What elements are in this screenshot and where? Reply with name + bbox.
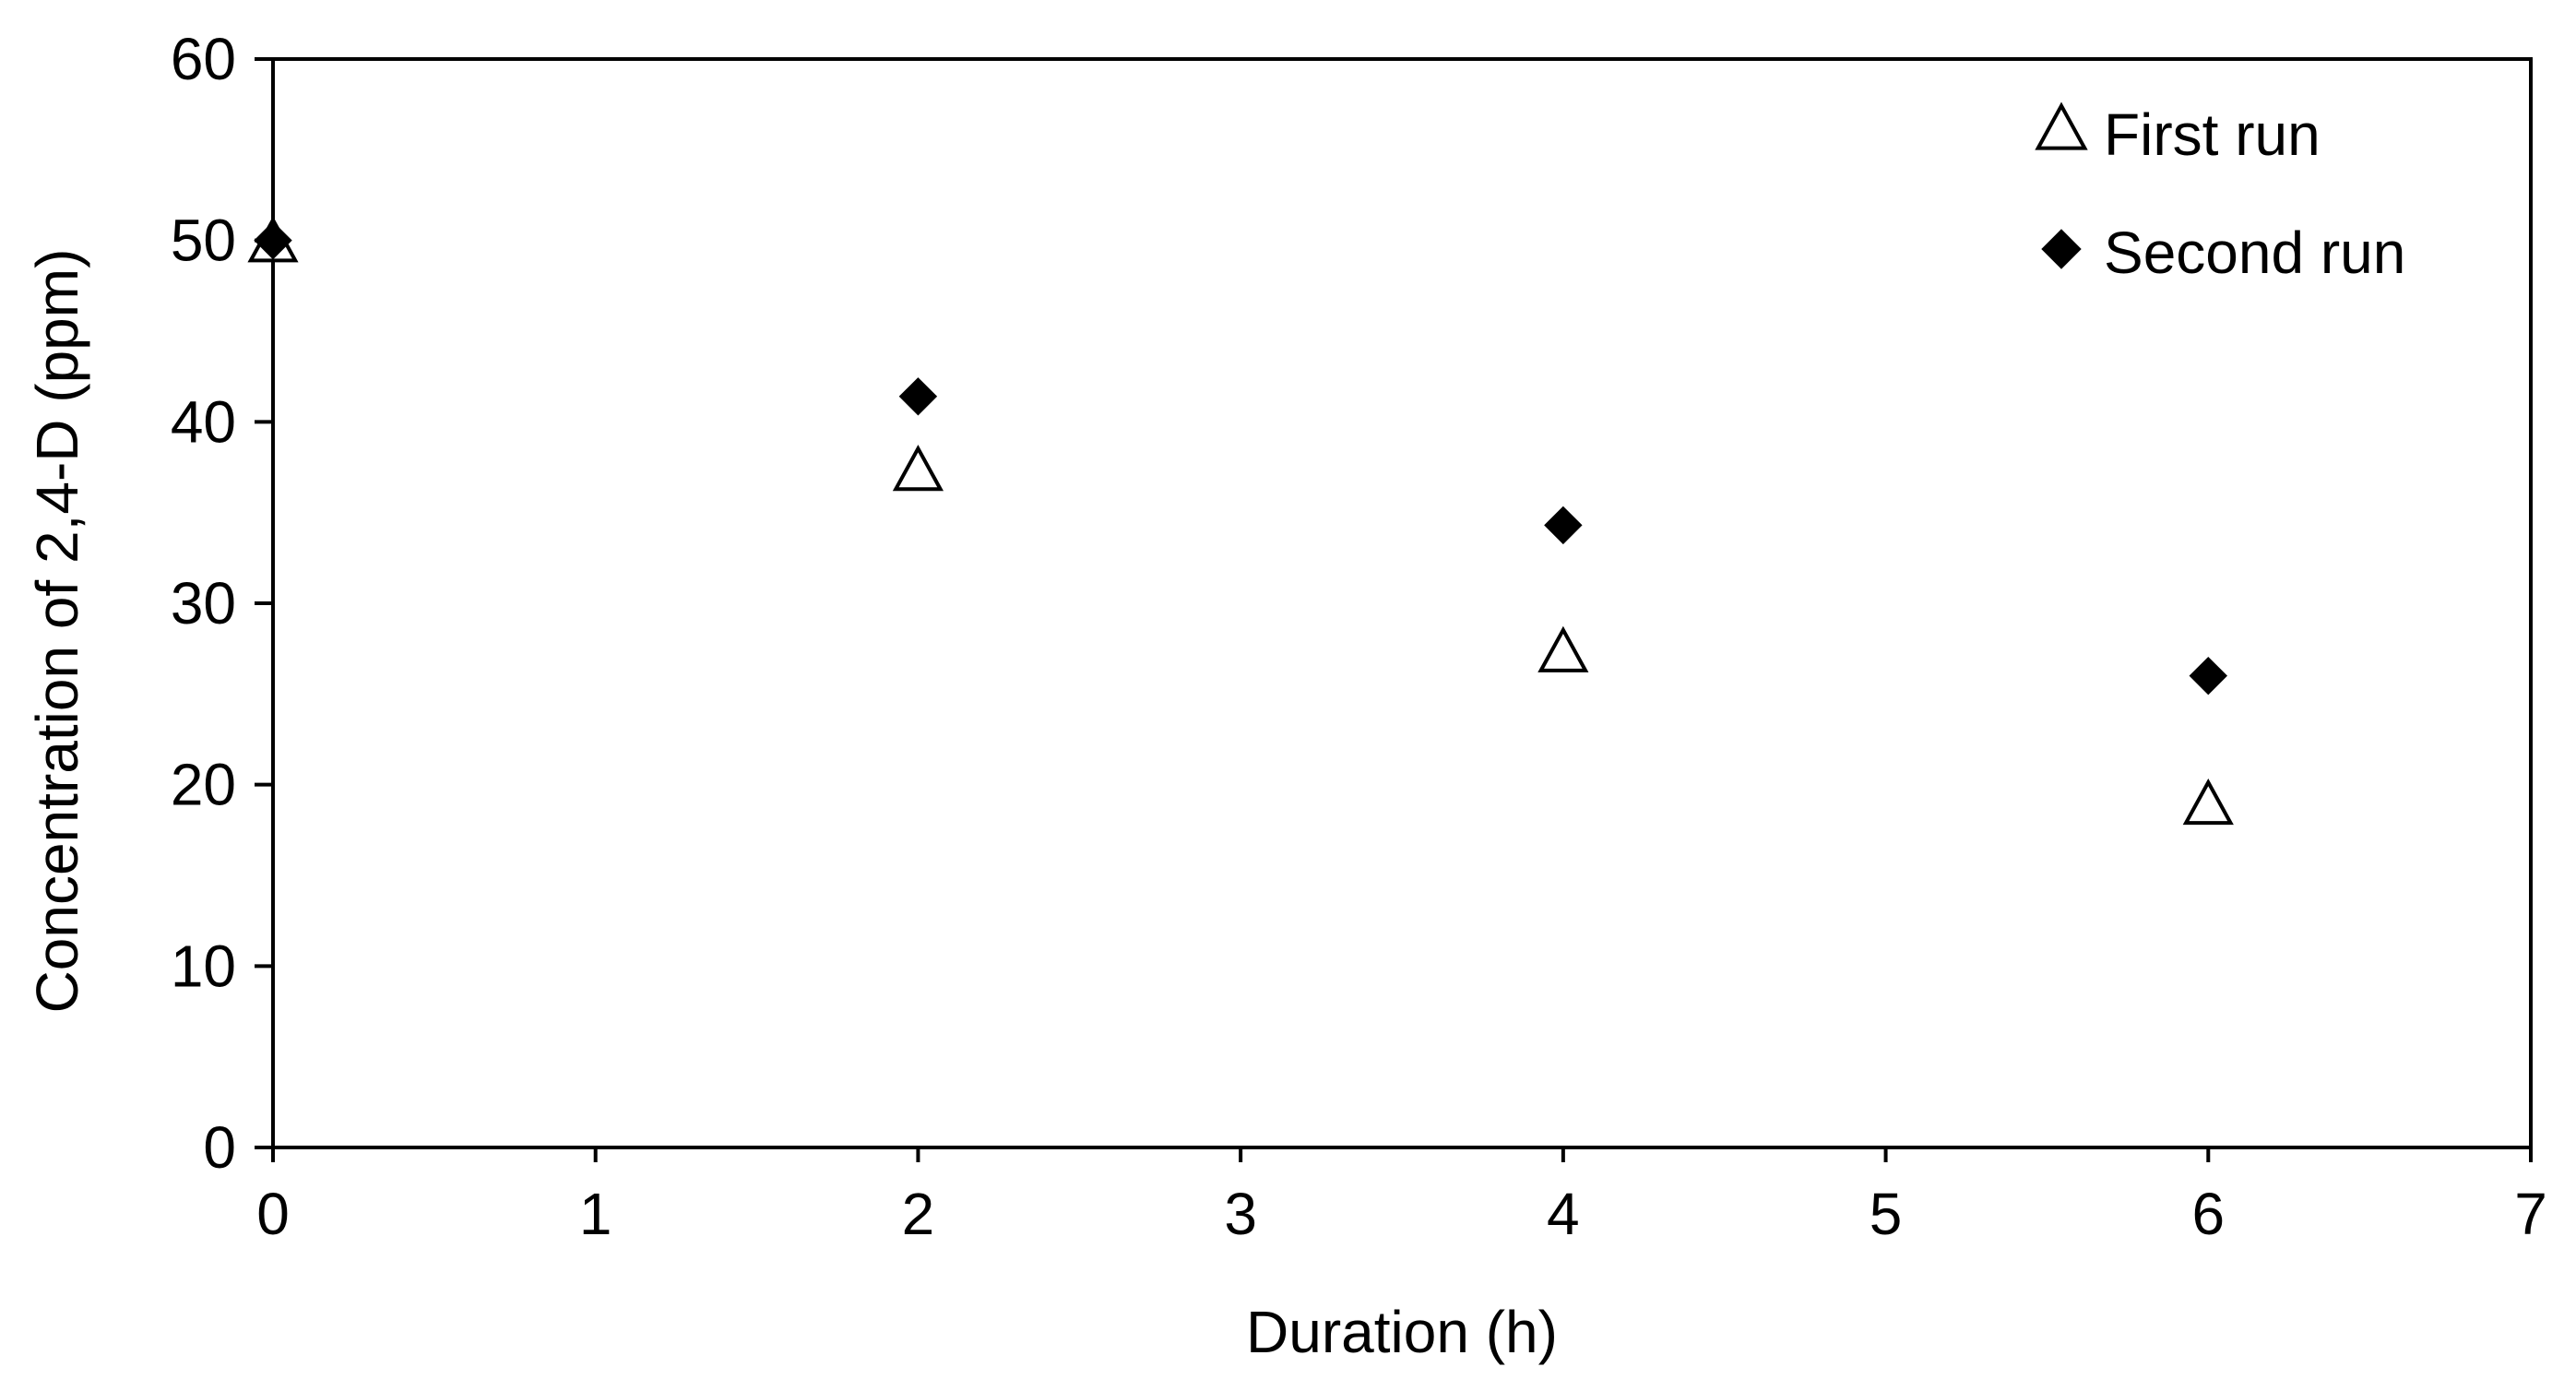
second-run-point — [254, 220, 292, 260]
second-run-point — [2189, 656, 2227, 696]
x-tick-label: 3 — [1224, 1181, 1257, 1247]
tick-labels: 0 1 2 3 4 5 6 7 0 10 20 30 40 50 60 — [171, 26, 2547, 1247]
tick-marks — [255, 57, 2533, 1162]
first-run-point — [892, 445, 944, 492]
x-tick-label: 5 — [1870, 1181, 1903, 1247]
y-tick-label: 20 — [171, 752, 236, 818]
x-tick-label: 1 — [579, 1181, 612, 1247]
y-tick-label: 30 — [171, 570, 236, 636]
y-tick-label: 50 — [171, 208, 236, 274]
legend-triangle-icon — [2035, 101, 2088, 150]
second-run-point — [1544, 505, 1583, 545]
x-tick-label: 4 — [1547, 1181, 1580, 1247]
y-axis-title: Concentration of 2,4-D (ppm) — [24, 249, 90, 1014]
y-tick-label: 10 — [171, 933, 236, 999]
legend-label: Second run — [2104, 220, 2405, 286]
second-run-point — [898, 377, 938, 416]
x-tick-label: 7 — [2514, 1181, 2547, 1247]
y-tick-label: 40 — [171, 388, 236, 455]
first-run-point — [2182, 778, 2234, 826]
legend-label: First run — [2104, 101, 2321, 168]
x-tick-label: 6 — [2191, 1181, 2225, 1247]
x-tick-label: 0 — [256, 1181, 290, 1247]
legend-diamond-icon — [2041, 229, 2082, 269]
y-tick-label: 0 — [203, 1114, 236, 1181]
legend: First run Second run — [2035, 101, 2405, 286]
data-marks — [247, 216, 2234, 826]
first-run-point — [1537, 625, 1589, 672]
x-tick-label: 2 — [902, 1181, 935, 1247]
y-tick-label: 60 — [171, 26, 236, 92]
x-axis-title: Duration (h) — [1246, 1299, 1558, 1365]
